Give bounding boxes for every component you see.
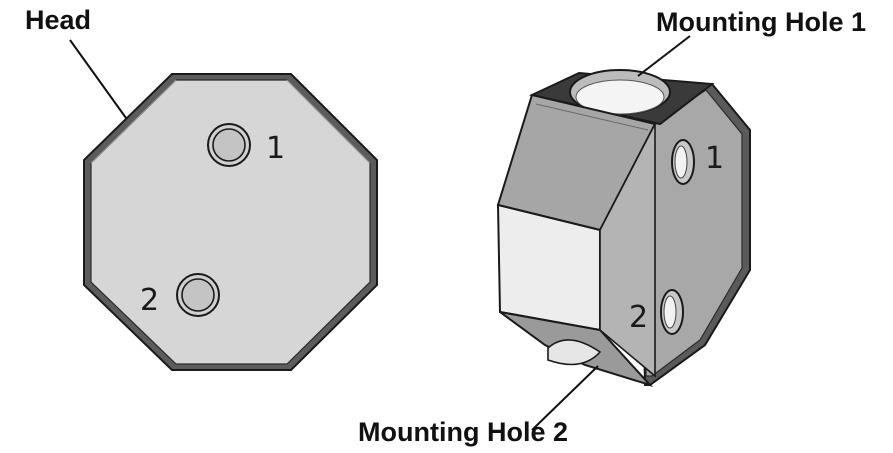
hole-2-front <box>176 273 220 317</box>
hole-1-side <box>671 139 695 185</box>
hole-number-1-front: 1 <box>266 131 285 166</box>
mounting-hole-1-bore <box>569 69 671 115</box>
prism-isometric-view: 1 2 <box>496 69 751 388</box>
octagon-head-view: 1 2 <box>83 73 378 371</box>
mounting-hole-2-leader-line <box>531 365 599 431</box>
head-label: Head <box>25 5 92 35</box>
mounting-hole-2-bore <box>547 339 602 366</box>
mounting-hole-1-leader-line <box>637 35 691 77</box>
mounting-hole-1-label: Mounting Hole 1 <box>656 7 866 37</box>
hole-1-front <box>207 123 251 167</box>
head-leader-line <box>69 39 127 119</box>
mounting-hole-2-label: Mounting Hole 2 <box>358 417 568 447</box>
hole-number-2-front: 2 <box>140 283 159 318</box>
hole-number-2-side: 2 <box>629 300 648 335</box>
hole-number-1-side: 1 <box>705 141 724 176</box>
hole-2-side <box>660 289 684 335</box>
